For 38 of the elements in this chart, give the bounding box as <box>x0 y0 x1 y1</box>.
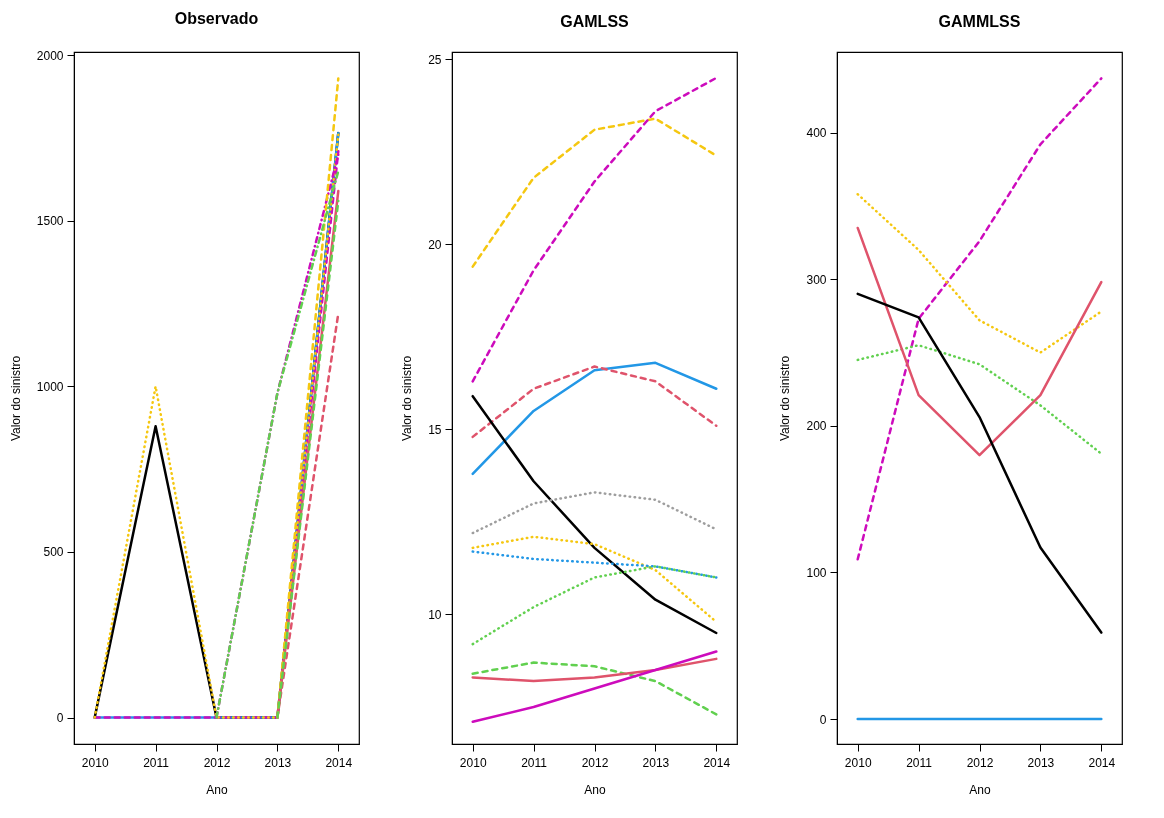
y-axis-title: Valor do sinistro <box>8 355 23 442</box>
y-tick-label: 25 <box>428 52 442 67</box>
y-tick-label: 15 <box>428 422 442 437</box>
y-tick-label: 20 <box>428 237 442 252</box>
chart-title: GAMMLSS <box>938 13 1021 30</box>
x-tick-label: 2010 <box>459 755 487 770</box>
chart-title: Observado <box>174 10 259 28</box>
chart-title: GAMLSS <box>560 13 630 30</box>
x-tick-label: 2013 <box>264 755 292 770</box>
x-tick-label: 2012 <box>581 755 609 770</box>
y-tick-label: 2000 <box>36 48 64 63</box>
x-tick-label: 2011 <box>143 755 170 770</box>
x-tick-label: 2014 <box>703 755 731 770</box>
x-tick-label: 2010 <box>81 755 109 770</box>
x-tick-label: 2014 <box>1088 755 1116 770</box>
y-tick-label: 100 <box>806 565 827 580</box>
y-tick-label: 500 <box>43 545 64 560</box>
x-axis-title: Ano <box>584 782 606 797</box>
x-tick-label: 2012 <box>966 755 994 770</box>
x-tick-label: 2014 <box>325 755 353 770</box>
y-tick-label: 1000 <box>36 379 64 394</box>
y-tick-label: 200 <box>806 419 827 434</box>
y-axis-title: Valor do sinistro <box>400 355 415 442</box>
x-axis-title: Ano <box>969 782 991 797</box>
y-tick-label: 300 <box>806 272 827 287</box>
x-axis-title: Ano <box>206 782 228 797</box>
y-tick-label: 400 <box>806 126 827 141</box>
x-tick-label: 2010 <box>844 755 872 770</box>
x-tick-label: 2013 <box>642 755 670 770</box>
x-tick-label: 2011 <box>906 755 933 770</box>
x-tick-label: 2012 <box>203 755 231 770</box>
y-tick-label: 0 <box>56 711 64 726</box>
y-tick-label: 0 <box>819 712 827 727</box>
y-tick-label: 1500 <box>36 214 64 229</box>
y-tick-label: 10 <box>428 607 442 622</box>
x-tick-label: 2013 <box>1027 755 1055 770</box>
x-tick-label: 2011 <box>521 755 548 770</box>
y-axis-title: Valor do sinistro <box>778 355 793 442</box>
